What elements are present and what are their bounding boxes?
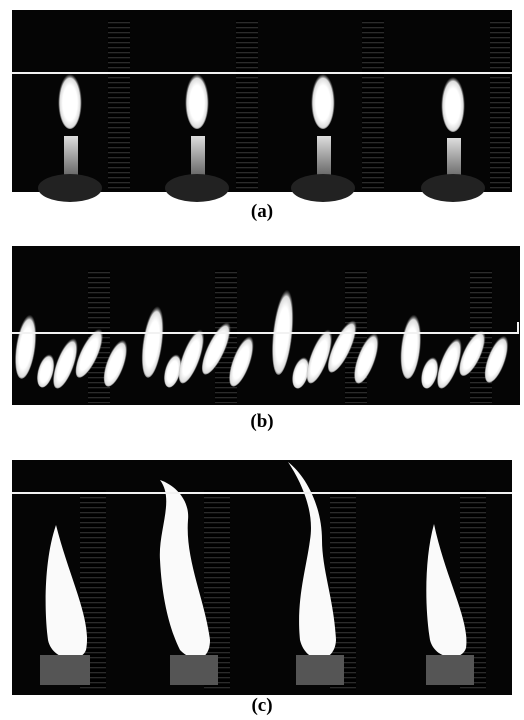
background-texture	[490, 20, 510, 190]
candle-wicks	[296, 655, 344, 685]
panel-b: (b)	[11, 246, 520, 432]
candle	[64, 136, 78, 176]
candle-wicks	[170, 655, 218, 685]
panel-label: (c)	[251, 695, 272, 716]
flame	[311, 71, 335, 129]
candle-base	[165, 174, 229, 202]
candle-wicks	[40, 655, 90, 685]
panel-a: (a)	[12, 10, 512, 222]
background-texture	[108, 20, 130, 190]
candle	[317, 136, 331, 176]
background-texture	[236, 20, 258, 190]
panel-label: (a)	[251, 201, 273, 222]
candle	[191, 136, 205, 176]
page: (a) (b	[0, 0, 524, 720]
figure: (a) (b	[0, 0, 524, 720]
panel-label: (b)	[250, 411, 273, 432]
candle-base	[291, 174, 355, 202]
candle-base	[421, 174, 485, 202]
flame	[441, 74, 465, 132]
flame	[58, 71, 82, 129]
flame	[185, 71, 209, 129]
candle-wicks	[426, 655, 474, 685]
candle	[447, 138, 461, 178]
candle-base	[38, 174, 102, 202]
panel-c: (c)	[12, 460, 512, 716]
background-texture	[362, 20, 384, 190]
photo-background	[12, 10, 512, 192]
